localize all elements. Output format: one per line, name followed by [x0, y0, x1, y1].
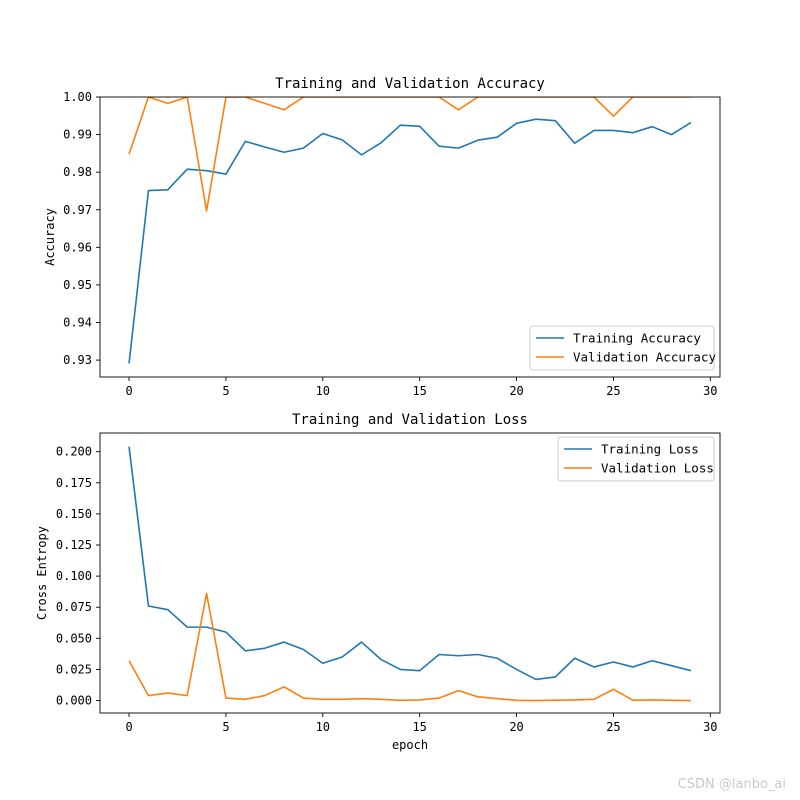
legend-label: Training Accuracy: [573, 331, 701, 346]
legend-label: Validation Accuracy: [573, 350, 716, 365]
x-tick-label: 25: [606, 720, 620, 734]
x-tick-label: 20: [509, 384, 523, 398]
x-tick-label: 5: [222, 720, 229, 734]
chart-loss: 0 5 10 15 20 25 30 0.000 0.025 0.050 0.075 0.100 0.1…: [35, 412, 721, 752]
x-tick-label: 5: [222, 384, 229, 398]
y-tick-label: 0.200: [56, 445, 92, 459]
y-tick-label: 0.100: [56, 569, 92, 583]
x-tick-label: 25: [606, 384, 620, 398]
series-line-training-accuracy: [128, 118, 692, 364]
y-tick-label: 0.150: [56, 507, 92, 521]
plot-frame: [99, 96, 721, 378]
plot-frame: [99, 432, 721, 714]
y-axis-label: Cross Entropy: [35, 526, 49, 620]
x-tick-label: 0: [125, 720, 132, 734]
x-tick-label: 15: [412, 384, 426, 398]
chart-title: Training and Validation Accuracy: [275, 76, 545, 92]
y-axis-label: Accuracy: [43, 208, 57, 266]
x-tick-label: 30: [703, 384, 717, 398]
watermark: CSDN @lanbo_ai: [677, 777, 786, 792]
y-tick-label: 0.125: [56, 538, 92, 552]
x-axis-label: epoch: [392, 738, 428, 752]
series-line-validation-loss: [128, 592, 691, 702]
series-line-validation-accuracy: [128, 97, 691, 212]
x-tick-label: 0: [125, 384, 132, 398]
y-tick-label: 1.00: [63, 90, 92, 104]
y-tick-label: 0.98: [63, 165, 92, 179]
x-tick-label: 30: [703, 720, 717, 734]
y-tick-label: 0.93: [63, 353, 92, 367]
y-tick-label: 0.99: [63, 128, 92, 142]
x-tick-label: 10: [316, 720, 330, 734]
legend-box: [557, 436, 715, 482]
y-tick-label: 0.97: [63, 203, 92, 217]
legend: Training Accuracy Validation Accuracy: [529, 325, 716, 371]
y-tick-label: 0.075: [56, 600, 92, 614]
y-tick-label: 0.050: [56, 631, 92, 645]
y-tick-label: 0.175: [56, 476, 92, 490]
y-tick-label: 0.94: [63, 316, 92, 330]
legend: Training Loss Validation Loss: [557, 436, 715, 482]
y-tick-label: 0.96: [63, 240, 92, 254]
x-tick-label: 15: [412, 720, 426, 734]
series-line-training-loss: [128, 446, 692, 681]
legend-label: Validation Loss: [601, 461, 714, 476]
y-tick-label: 0.95: [63, 278, 92, 292]
chart-title: Training and Validation Loss: [292, 412, 528, 428]
y-tick-label: 0.000: [56, 694, 92, 708]
x-tick-label: 20: [509, 720, 523, 734]
x-tick-label: 10: [316, 384, 330, 398]
chart-accuracy: 0 5 10 15 20 25 30 0.93 0.94 0.95 0.96 0.97 0.98 0.99…: [43, 76, 721, 398]
legend-box: [529, 325, 715, 371]
legend-label: Training Loss: [601, 442, 699, 457]
y-tick-label: 0.025: [56, 662, 92, 676]
